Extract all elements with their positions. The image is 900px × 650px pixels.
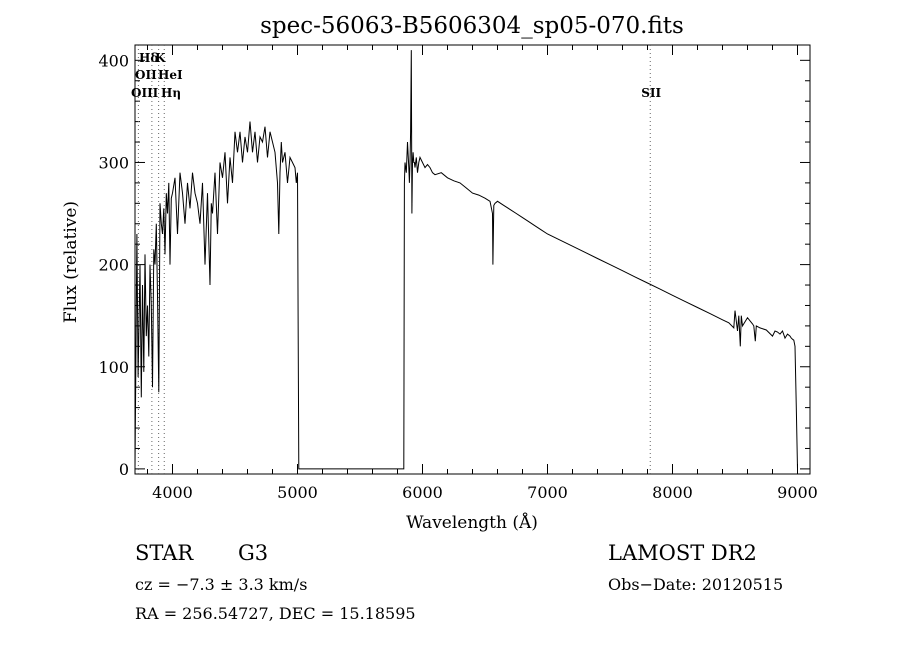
line-marker-label: HeI bbox=[158, 68, 183, 82]
y-tick-label: 0 bbox=[119, 460, 129, 479]
y-tick-label: 400 bbox=[98, 51, 129, 70]
x-tick-label: 4000 bbox=[152, 483, 193, 502]
line-marker-label: Hη bbox=[161, 86, 181, 100]
object-subclass: G3 bbox=[238, 541, 269, 565]
x-axis-label: Wavelength (Å) bbox=[406, 512, 538, 533]
y-tick-label: 200 bbox=[98, 256, 129, 275]
chart-title: spec-56063-B5606304_sp05-070.fits bbox=[260, 13, 684, 39]
x-tick-label: 8000 bbox=[652, 483, 693, 502]
line-marker-label: OIII bbox=[131, 86, 159, 100]
plot-area: 4000 5000 6000 7000 8000 9000 0 100 200 300 400 HδK… bbox=[98, 44, 818, 502]
y-axis-label: Flux (relative) bbox=[61, 201, 81, 323]
object-type: STAR bbox=[135, 541, 194, 565]
x-tick-label: 7000 bbox=[527, 483, 568, 502]
line-marker-label: Hδ bbox=[139, 51, 158, 65]
y-tick-label: 300 bbox=[98, 153, 129, 172]
x-tick-label: 9000 bbox=[777, 483, 818, 502]
survey-name: LAMOST DR2 bbox=[608, 541, 757, 565]
x-tick-label: 6000 bbox=[402, 483, 443, 502]
line-marker-label: K bbox=[155, 51, 166, 65]
x-tick-label: 5000 bbox=[277, 483, 318, 502]
y-tick-label: 100 bbox=[98, 358, 129, 377]
plot-frame bbox=[134, 44, 811, 475]
spectrum-series-line bbox=[134, 50, 798, 470]
redshift-info: cz = −7.3 ± 3.3 km/s bbox=[135, 575, 308, 594]
observation-date: Obs−Date: 20120515 bbox=[608, 575, 784, 594]
line-marker-label: SII bbox=[641, 86, 661, 100]
line-marker-label: OII bbox=[135, 68, 157, 82]
coordinates-info: RA = 256.54727, DEC = 15.18595 bbox=[135, 604, 416, 623]
